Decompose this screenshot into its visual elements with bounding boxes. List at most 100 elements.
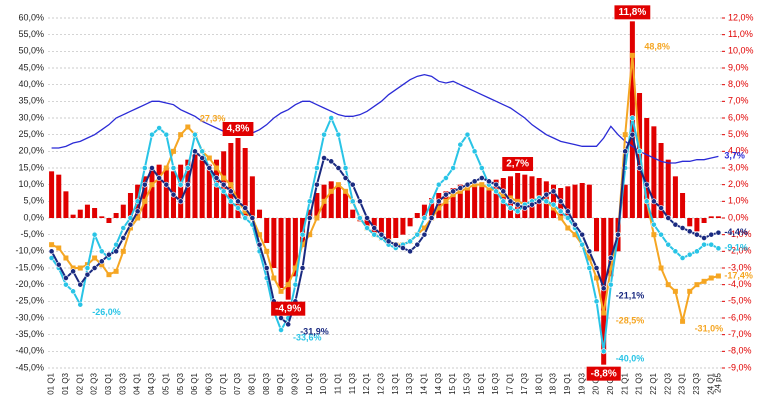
marker (392, 241, 399, 248)
marker (257, 232, 263, 238)
marker (135, 215, 141, 221)
data-label: 11,8% (618, 7, 646, 18)
bar (271, 218, 277, 268)
marker (349, 181, 356, 188)
marker (615, 231, 621, 238)
marker (206, 155, 212, 161)
marker (564, 208, 571, 215)
label-box (222, 122, 254, 136)
bar (579, 183, 585, 218)
y-tick-label: 60,0% (18, 12, 44, 22)
y2-tick-label: -5,0% (728, 296, 752, 306)
marker (593, 265, 600, 271)
marker (579, 231, 586, 238)
marker (679, 255, 686, 261)
marker (636, 148, 643, 155)
marker (214, 165, 219, 171)
bar (335, 184, 341, 218)
marker (643, 198, 650, 205)
bar (586, 184, 592, 218)
marker (407, 238, 413, 245)
x-tick-label: 01 Q3 (61, 372, 70, 394)
marker (70, 288, 76, 295)
bar (665, 159, 671, 218)
marker (63, 275, 69, 281)
x-tick-label: 03 Q1 (104, 372, 113, 394)
marker (163, 165, 169, 171)
x-tick-label: 02 Q1 (75, 372, 84, 394)
marker (521, 205, 528, 211)
bar (386, 218, 392, 240)
marker (357, 198, 363, 205)
label-box (502, 157, 534, 171)
y2-tick-label: 3,0% (728, 162, 749, 172)
marker (665, 215, 672, 221)
marker (306, 198, 313, 205)
marker (500, 188, 507, 195)
bar (185, 159, 191, 218)
marker (450, 188, 457, 195)
marker (658, 205, 664, 211)
marker (170, 148, 176, 154)
bar (457, 184, 463, 218)
marker (213, 181, 220, 188)
x-tick-label: 09 Q3 (290, 372, 299, 394)
marker (306, 215, 313, 221)
bar (672, 176, 678, 218)
line (50, 131, 719, 327)
bar (192, 154, 198, 218)
bar (285, 218, 291, 300)
y2-tick-label: -3,0% (728, 262, 752, 272)
x-tick-label: 22 Q3 (663, 372, 672, 394)
x-tick-label: 24 Q1 (706, 372, 715, 394)
marker (206, 165, 213, 171)
bar (443, 191, 449, 218)
marker (221, 175, 227, 181)
bar (407, 218, 413, 227)
bar (708, 216, 714, 218)
x-tick-label: 10 Q1 (305, 372, 314, 394)
y-tick-label: -25,0% (15, 296, 44, 306)
bar (644, 118, 650, 218)
bar (77, 209, 83, 218)
marker (342, 175, 349, 181)
x-tick-label: 08 Q1 (247, 372, 256, 394)
x-tick-label: 24 p5 (714, 372, 723, 393)
y2-tick-label: 4,0% (728, 146, 749, 156)
marker (141, 165, 148, 171)
bar (493, 179, 499, 218)
marker (536, 198, 543, 205)
marker (435, 181, 442, 188)
marker (48, 248, 55, 255)
marker (407, 248, 413, 255)
bar (106, 218, 112, 223)
marker (507, 205, 514, 211)
marker (349, 198, 356, 205)
y-tick-label: -35,0% (15, 329, 44, 339)
marker (414, 241, 421, 248)
bar (228, 143, 234, 218)
bar (594, 218, 600, 252)
bar (292, 218, 298, 277)
line (50, 115, 719, 352)
bar (70, 214, 76, 218)
marker (371, 225, 378, 231)
marker (335, 182, 341, 188)
marker (464, 185, 470, 191)
marker (421, 231, 428, 238)
bar (429, 198, 435, 218)
marker (335, 131, 342, 138)
marker (428, 215, 435, 221)
marker (708, 275, 714, 281)
marker (120, 248, 126, 254)
marker (141, 181, 148, 188)
marker (636, 165, 643, 171)
marker (457, 188, 463, 194)
marker (500, 198, 507, 205)
marker (70, 268, 76, 275)
y2-tick-label: 1,0% (728, 196, 749, 206)
marker (170, 191, 177, 198)
marker (464, 181, 471, 188)
marker (149, 131, 155, 138)
